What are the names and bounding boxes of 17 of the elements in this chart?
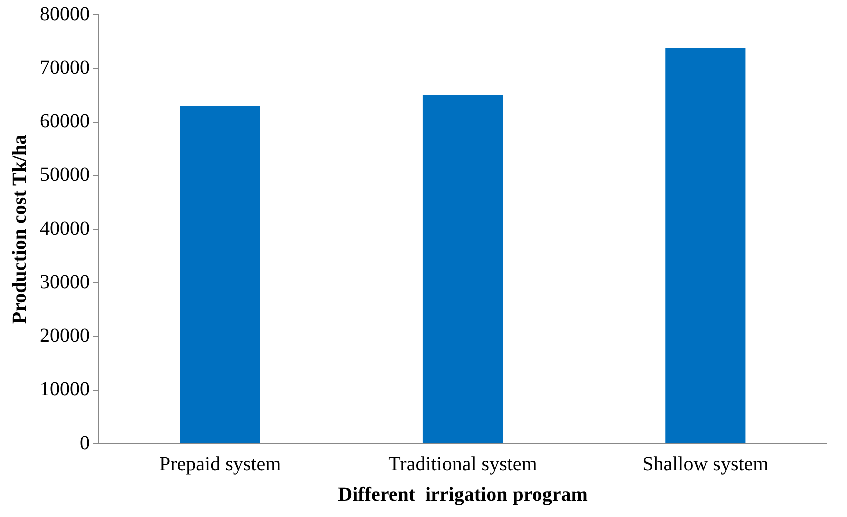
bar — [666, 48, 746, 444]
y-tick-label: 0 — [80, 432, 90, 454]
x-tick-label: Prepaid system — [160, 453, 282, 476]
y-tick-label: 40000 — [40, 218, 90, 240]
y-axis-title: Production cost Tk/ha — [9, 134, 32, 324]
x-tick-label: Shallow system — [642, 453, 770, 476]
y-tick-label: 60000 — [40, 110, 90, 132]
y-tick-label: 20000 — [40, 325, 90, 347]
y-tick-label: 10000 — [40, 378, 90, 401]
y-tick-label: 50000 — [40, 164, 90, 186]
x-axis-title: Different irrigation program — [338, 484, 588, 506]
y-tick-label: 80000 — [40, 3, 90, 26]
bar — [422, 95, 504, 444]
y-tick-label: 70000 — [40, 56, 90, 79]
y-tick-label: 30000 — [40, 271, 90, 294]
bar — [180, 106, 260, 444]
x-tick-label: Traditional system — [388, 453, 538, 476]
